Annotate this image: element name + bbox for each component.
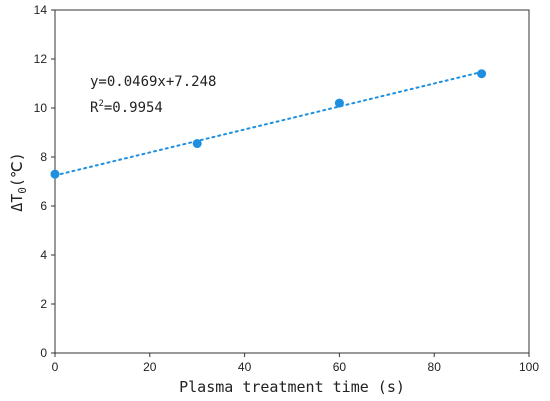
data-point bbox=[334, 98, 344, 108]
data-point bbox=[192, 139, 202, 149]
x-tick-label: 100 bbox=[519, 360, 539, 374]
y-tick-label: 2 bbox=[40, 297, 47, 311]
x-axis: 0 20 40 60 80 100 bbox=[52, 353, 539, 374]
data-point bbox=[477, 69, 487, 79]
r-squared-superscript: 2 bbox=[98, 99, 103, 109]
fit-line-layer bbox=[54, 71, 483, 177]
y-tick-label: 4 bbox=[40, 248, 47, 262]
y-tick-label: 10 bbox=[34, 101, 48, 115]
x-tick-label: 80 bbox=[428, 360, 442, 374]
x-tick-label: 0 bbox=[52, 360, 59, 374]
x-tick-label: 60 bbox=[333, 360, 347, 374]
y-tick-label: 6 bbox=[40, 199, 47, 213]
x-tick-label: 40 bbox=[238, 360, 252, 374]
fit-equation: y=0.0469x+7.248 bbox=[90, 74, 216, 90]
r-squared: R2=0.9954 bbox=[90, 99, 163, 116]
plot-frame bbox=[54, 9, 530, 354]
y-axis-title: ΔT0(℃) bbox=[8, 152, 29, 212]
fit-line bbox=[54, 71, 483, 177]
y-tick-label: 0 bbox=[40, 346, 47, 360]
x-axis-title: Plasma treatment time (s) bbox=[179, 378, 405, 396]
y-tick-label: 14 bbox=[34, 3, 48, 17]
y-axis-title-subscript: 0 bbox=[16, 187, 29, 194]
r-squared-value: =0.9954 bbox=[104, 100, 163, 116]
data-point bbox=[50, 169, 60, 179]
y-tick-label: 8 bbox=[40, 150, 47, 164]
y-axis-title-unit: (℃) bbox=[8, 152, 26, 187]
x-tick-label: 20 bbox=[143, 360, 157, 374]
y-axis: 0 2 4 6 8 10 12 14 bbox=[34, 3, 55, 360]
data-points bbox=[50, 69, 487, 179]
y-axis-title-main: ΔT bbox=[8, 194, 26, 212]
y-tick-label: 12 bbox=[34, 52, 48, 66]
r-squared-symbol: R bbox=[90, 100, 99, 116]
